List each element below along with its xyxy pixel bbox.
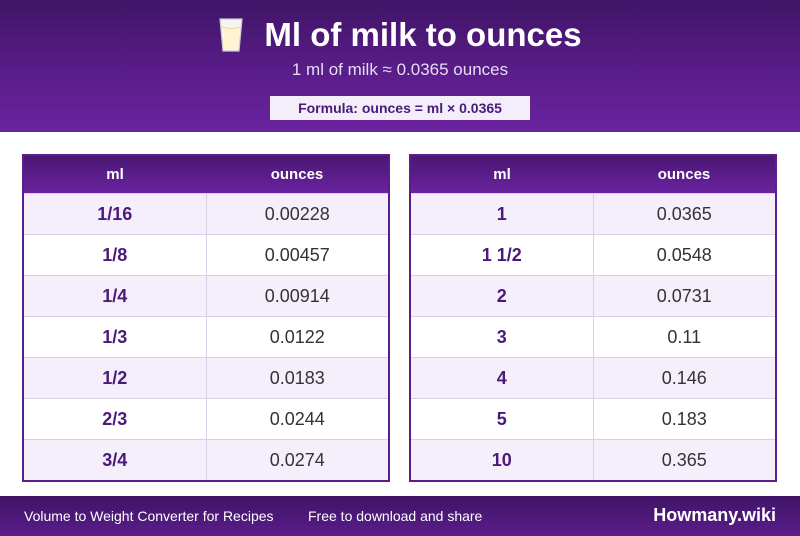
footer-link-converter[interactable]: Volume to Weight Converter for Recipes: [24, 508, 274, 524]
column-header-ml: ml: [493, 166, 511, 183]
table-row: 1/4 0.00914: [24, 275, 388, 316]
table-row: 5 0.183: [411, 398, 775, 439]
ml-cell: 2: [411, 276, 594, 316]
ounces-cell: 0.365: [661, 449, 707, 470]
table-row: 1/8 0.00457: [24, 234, 388, 275]
ounces-cell: 0.0183: [269, 367, 325, 388]
column-header-ounces: ounces: [270, 166, 324, 183]
brand-logo[interactable]: Howmany.wiki: [653, 505, 776, 525]
ml-cell: 1/3: [24, 317, 207, 357]
formula-badge: Formula: ounces = ml × 0.0365: [270, 96, 530, 120]
table-header: ml ounces: [24, 156, 388, 193]
column-header-ml: ml: [106, 166, 124, 183]
table-row: 1/3 0.0122: [24, 316, 388, 357]
ml-cell: 1/8: [24, 235, 207, 275]
ounces-cell: 0.0122: [269, 326, 325, 347]
table-row: 2/3 0.0244: [24, 398, 388, 439]
column-header-ounces: ounces: [657, 166, 711, 183]
ounces-cell: 0.0365: [656, 203, 712, 224]
ml-cell: 5: [411, 399, 594, 439]
table-row: 4 0.146: [411, 357, 775, 398]
table-row: 1/2 0.0183: [24, 357, 388, 398]
ml-cell: 4: [411, 358, 594, 398]
ounces-cell: 0.11: [667, 326, 702, 347]
ounces-cell: 0.146: [661, 367, 707, 388]
table-row: 1 1/2 0.0548: [411, 234, 775, 275]
ml-cell: 3: [411, 317, 594, 357]
ml-cell: 10: [411, 440, 594, 480]
ounces-cell: 0.0274: [269, 449, 325, 470]
table-row: 1 0.0365: [411, 193, 775, 234]
ml-cell: 3/4: [24, 440, 207, 480]
ounces-cell: 0.183: [661, 408, 707, 429]
header-banner: Ml of milk to ounces 1 ml of milk ≈ 0.03…: [0, 0, 800, 132]
table-row: 10 0.365: [411, 439, 775, 480]
ounces-cell: 0.0548: [656, 244, 712, 265]
ounces-cell: 0.00914: [264, 285, 330, 306]
ml-cell: 1/4: [24, 276, 207, 316]
ounces-cell: 0.00228: [264, 203, 330, 224]
ml-cell: 1/2: [24, 358, 207, 398]
page-title: Ml of milk to ounces: [264, 16, 582, 53]
ml-cell: 1 1/2: [411, 235, 594, 275]
ml-cell: 1: [411, 194, 594, 234]
table-header: ml ounces: [411, 156, 775, 193]
title-row: Ml of milk to ounces: [0, 13, 800, 57]
table-row: 1/16 0.00228: [24, 193, 388, 234]
footer-bar: Volume to Weight Converter for Recipes F…: [0, 496, 800, 536]
ounces-cell: 0.0731: [656, 285, 712, 306]
ounces-cell: 0.00457: [264, 244, 330, 265]
page-subtitle: 1 ml of milk ≈ 0.0365 ounces: [291, 60, 509, 79]
table-row: 3 0.11: [411, 316, 775, 357]
table-row: 3/4 0.0274: [24, 439, 388, 480]
table-row: 2 0.0731: [411, 275, 775, 316]
ml-cell: 2/3: [24, 399, 207, 439]
ounces-cell: 0.0244: [269, 408, 325, 429]
milk-glass-icon: [219, 18, 244, 52]
ml-cell: 1/16: [24, 194, 207, 234]
conversion-table-left: ml ounces 1/16 0.00228 1/8 0.00457 1/4 0.00…: [22, 154, 390, 482]
footer-share-text: Free to download and share: [308, 508, 483, 524]
